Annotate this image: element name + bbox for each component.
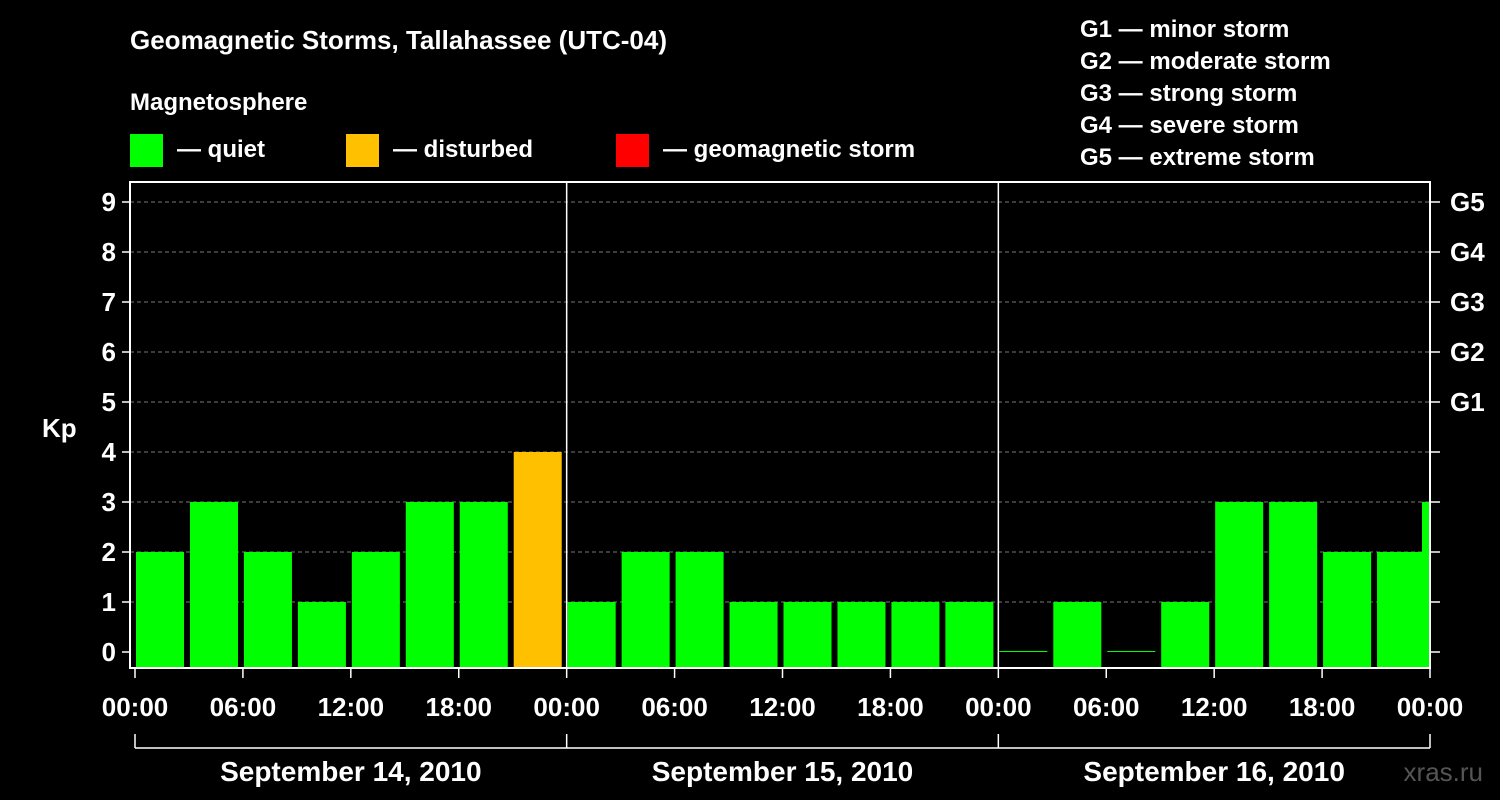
kp-bar-19: [1161, 602, 1210, 668]
kp-bar-partial: [1422, 502, 1429, 668]
y-axis-label: Kp: [42, 413, 77, 443]
y-tick-label-2: 2: [102, 537, 116, 567]
x-tick-label-0: 00:00: [102, 692, 169, 722]
kp-bar-11: [729, 602, 778, 668]
x-tick-label-11: 18:00: [1289, 692, 1356, 722]
x-tick-label-3: 18:00: [426, 692, 493, 722]
day-label-1: September 15, 2010: [652, 756, 914, 787]
x-tick-label-4: 00:00: [533, 692, 600, 722]
x-axis-ticks: 00:00 06:00 12:00 18:00 00:00 06:00 12:00 18:00…: [102, 668, 1464, 722]
chart-title: Geomagnetic Storms, Tallahassee (UTC-04): [130, 25, 667, 55]
storm-level-label-0: G1: [1450, 387, 1485, 417]
plot-frame: [129, 181, 1431, 669]
kp-bar-22: [1323, 552, 1372, 668]
y-tick-label-7: 7: [102, 287, 116, 317]
kp-bar-10: [675, 552, 724, 668]
magnetosphere-legend: — quiet — disturbed — geomagnetic storm: [130, 134, 915, 167]
kp-bar-1: [189, 502, 238, 668]
watermark: xras.ru: [1404, 757, 1483, 787]
x-tick-label-5: 06:00: [641, 692, 708, 722]
kp-bar-0: [136, 552, 185, 668]
storm-level-label-3: G4: [1450, 237, 1485, 267]
storm-legend-item-2: G3 — strong storm: [1080, 80, 1297, 107]
kp-bar-23: [1377, 552, 1426, 668]
y-tick-label-6: 6: [102, 337, 116, 367]
kp-bar-5: [405, 502, 454, 668]
kp-bar-6: [459, 502, 508, 668]
kp-bar-16: [999, 651, 1048, 652]
kp-bar-2: [243, 552, 292, 668]
x-tick-label-7: 18:00: [857, 692, 924, 722]
storm-level-label-2: G3: [1450, 287, 1485, 317]
kp-bar-15: [945, 602, 994, 668]
storm-level-ticks: G1 G2 G3 G4 G5: [1430, 187, 1485, 653]
storm-legend-item-0: G1 — minor storm: [1080, 16, 1289, 43]
storm-level-label-1: G2: [1450, 337, 1485, 367]
day-labels: September 14, 2010 September 15, 2010 Sept…: [220, 756, 1345, 787]
legend-label-0: — quiet: [177, 136, 265, 163]
y-tick-label-8: 8: [102, 237, 116, 267]
kp-bar-18: [1107, 651, 1156, 652]
legend-label-1: — disturbed: [393, 136, 533, 163]
storm-legend-item-4: G5 — extreme storm: [1080, 144, 1315, 171]
kp-bar-17: [1053, 602, 1102, 668]
storm-level-label-4: G5: [1450, 187, 1485, 217]
day-label-0: September 14, 2010: [220, 756, 482, 787]
y-axis-ticks: 0 1 2 3 4 5 6 7 8 9: [102, 187, 130, 667]
storm-legend-item-3: G4 — severe storm: [1080, 112, 1299, 139]
legend-label-2: — geomagnetic storm: [663, 136, 915, 163]
y-tick-label-9: 9: [102, 187, 116, 217]
y-tick-label-1: 1: [102, 587, 116, 617]
x-tick-label-8: 00:00: [965, 692, 1032, 722]
kp-bar-4: [351, 552, 400, 668]
legend-swatch-0: [130, 134, 163, 167]
storm-scale-legend: G1 — minor storm G2 — moderate storm G3 — …: [1080, 16, 1331, 171]
kp-bar-8: [567, 602, 616, 668]
kp-bar-20: [1215, 502, 1264, 668]
kp-bar-14: [891, 602, 940, 668]
x-tick-label-2: 12:00: [318, 692, 385, 722]
legend-title: Magnetosphere: [130, 89, 307, 116]
kp-bar-9: [621, 552, 670, 668]
x-tick-label-10: 12:00: [1181, 692, 1248, 722]
y-tick-label-5: 5: [102, 387, 116, 417]
kp-bar-21: [1269, 502, 1318, 668]
kp-bars: [136, 452, 1429, 668]
x-tick-label-1: 06:00: [210, 692, 277, 722]
day-label-2: September 16, 2010: [1083, 756, 1345, 787]
y-tick-label-3: 3: [102, 487, 116, 517]
kp-bar-7: [513, 452, 562, 668]
storm-legend-item-1: G2 — moderate storm: [1080, 48, 1331, 75]
y-tick-label-4: 4: [102, 437, 117, 467]
legend-swatch-1: [346, 134, 379, 167]
kp-bar-3: [297, 602, 346, 668]
axes: [129, 181, 1431, 749]
kp-bar-13: [837, 602, 886, 668]
x-tick-label-6: 12:00: [749, 692, 816, 722]
x-tick-label-9: 06:00: [1073, 692, 1140, 722]
legend-swatch-2: [616, 134, 649, 167]
x-tick-label-12: 00:00: [1397, 692, 1464, 722]
y-tick-label-0: 0: [102, 637, 116, 667]
kp-bar-12: [783, 602, 832, 668]
